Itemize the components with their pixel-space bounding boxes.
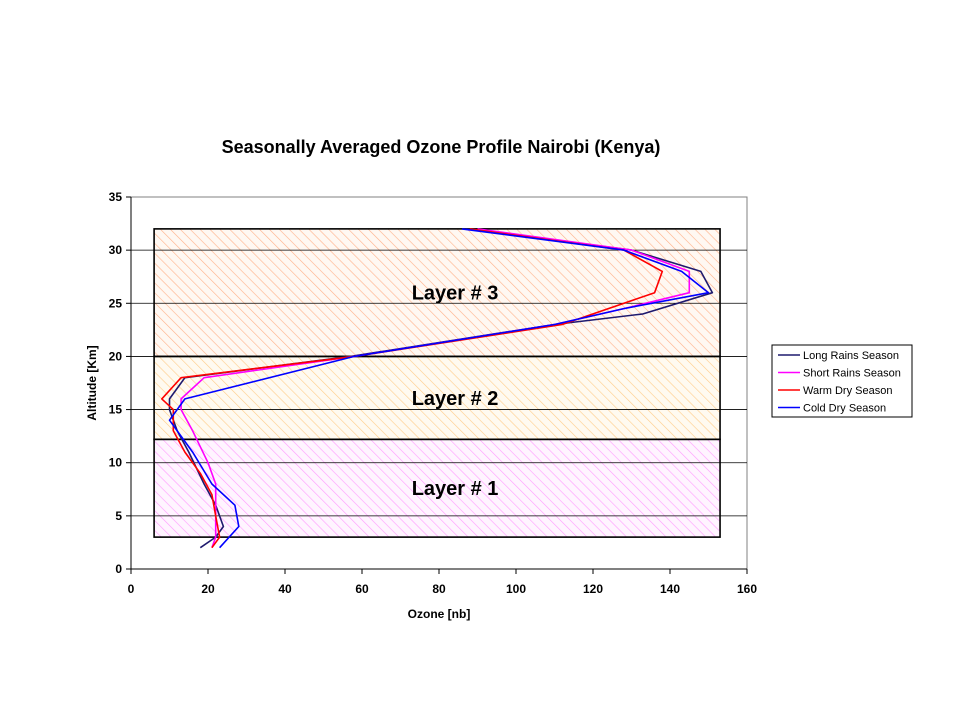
y-tick-label-5: 25 [109,296,123,310]
legend-box [771,344,913,418]
y-tick-label-7: 35 [109,190,123,204]
layer-label-1: Layer # 1 [412,478,499,500]
gridlines [131,249,747,517]
x-axis-label: Ozone [nb] [408,607,471,621]
legend-label-2: Short Rains Season [803,368,901,380]
layer-labels: Layer # 1 Layer # 2 Layer # 3 [412,283,499,501]
legend-label-1: Long Rains Season [803,350,899,362]
y-tick-label-1: 5 [115,509,122,523]
legend-label-3: Warm Dry Season [803,385,892,397]
chart-title: Seasonally Averaged Ozone Profile Nairob… [222,137,661,157]
y-tick-label-0: 0 [115,562,122,576]
x-tick-label-5: 100 [506,582,526,596]
y-tick-label-4: 20 [109,349,123,363]
x-tick-label-8: 160 [737,582,757,596]
layer-label-3: Layer # 3 [412,283,499,305]
y-tick-label-2: 10 [109,456,123,470]
layer-label-2: Layer # 2 [412,388,499,410]
x-tick-label-3: 60 [355,582,369,596]
y-tick-label-6: 30 [109,243,123,257]
x-tick-label-7: 140 [660,582,680,596]
series-line-4 [168,228,710,549]
legend-label-4: Cold Dry Season [803,403,886,415]
y-axis-ticks: 0 5 10 15 20 25 30 35 [109,190,131,576]
series-line-2 [180,228,691,548]
x-tick-label-0: 0 [128,582,135,596]
x-tick-label-2: 40 [278,582,292,596]
x-tick-label-4: 80 [432,582,446,596]
series-line-3 [161,228,664,549]
y-tick-label-3: 15 [109,403,123,417]
x-tick-label-1: 20 [201,582,215,596]
legend: Long Rains Season Short Rains Season Warm … [771,344,913,418]
layer-band-1 [154,439,721,538]
series-line-1 [168,228,714,549]
x-axis-ticks: 0 20 40 60 80 100 120 140 160 [128,569,757,596]
series-lines [161,228,714,549]
x-tick-label-6: 120 [583,582,603,596]
y-axis-label: Altitude [Km] [85,345,99,420]
